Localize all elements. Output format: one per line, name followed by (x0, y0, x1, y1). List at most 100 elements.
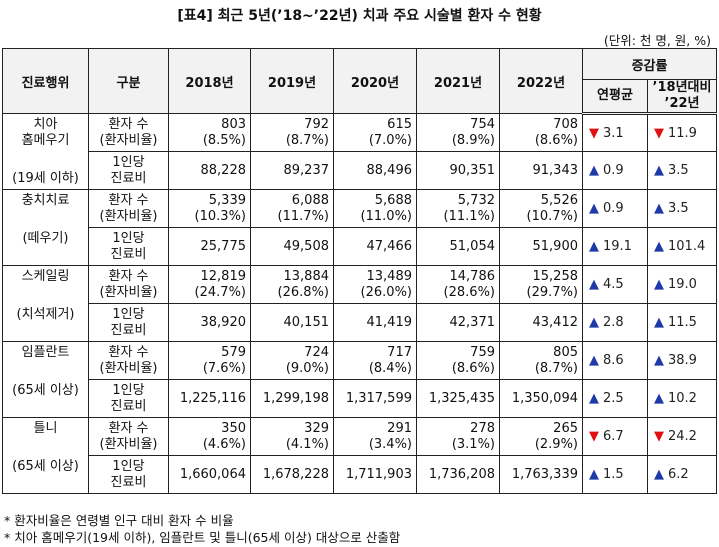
value-cell: 49,508 (250, 227, 334, 266)
value-cell: 41,419 (333, 303, 417, 342)
change-cell: ▲ 6.2 (646, 455, 718, 494)
table-row: 1인당 진료비 88,228 89,237 88,496 90,351 91,343 ▲ 0.9… (3, 151, 718, 190)
group-name: 치아 (33, 117, 58, 132)
value-cell: 1,763,339 (499, 455, 583, 494)
value: (11.7%) (277, 208, 329, 224)
row-label-line: (환자비율) (99, 208, 158, 224)
value: 5,526 (540, 192, 578, 208)
row-label-line: 진료비 (110, 170, 147, 186)
change-arrow: ▲ (654, 277, 664, 292)
value: 1,225,116 (179, 390, 246, 406)
value: (28.6%) (443, 284, 495, 300)
value-cell: 51,900 (499, 227, 583, 266)
column-header: 2021년 (416, 48, 500, 114)
value-cell: 25,775 (168, 227, 251, 266)
value: 15,258 (532, 268, 579, 284)
value: (26.8%) (277, 284, 329, 300)
table-row: 틀니 (65세 이상) 환자 수 (환자비율) 350 (4.6%) 329 (4.1%) 29… (2, 417, 718, 494)
row-label: 1인당 진료비 (88, 227, 169, 266)
row-label: 환자 수 (환자비율) (88, 417, 169, 456)
change-value: 38.9 (668, 353, 697, 368)
change-arrow: ▲ (589, 391, 599, 406)
value-cell: 1,678,228 (250, 455, 334, 494)
column-header: ’18년대비 ’22년 (646, 79, 718, 115)
group-sub: (65세 이상) (12, 383, 79, 398)
row-label-line: 진료비 (110, 322, 147, 338)
value-cell: 1,350,094 (499, 379, 583, 418)
row-label-line: (환자비율) (99, 360, 158, 376)
column-header: 2020년 (333, 48, 417, 114)
change-cell: ▲ 3.5 (646, 151, 718, 190)
row-label-line: 1인당 (112, 306, 145, 322)
table-row: 치아 홈메우기 (19세 이하) 환자 수 (환자비율) 803 (8.5%) 792 (8.7… (2, 113, 718, 190)
change-value: 101.4 (668, 239, 706, 254)
value: 6,088 (291, 192, 329, 208)
table-header: 진료행위 구분 2018년 2019년 2020년 2021년 2022년 증감률 연평균 ’18… (2, 48, 718, 115)
table-row: 스케일링 (치석제거) 환자 수 (환자비율) 12,819 (24.7%) 13,884(… (2, 265, 718, 342)
row-label-line: 환자 수 (108, 420, 149, 436)
value: 91,343 (532, 162, 579, 178)
value: 579 (221, 344, 246, 360)
change-arrow: ▲ (654, 353, 664, 368)
value: 265 (553, 420, 578, 436)
note: * 환자비율은 연령별 인구 대비 환자 수 비율 (4, 513, 234, 528)
column-header: 2018년 (168, 48, 251, 114)
value: 41,419 (366, 314, 413, 330)
value: 708 (553, 116, 578, 132)
change-cell: ▼ 3.1 (582, 113, 648, 152)
value: (10.3%) (194, 208, 246, 224)
value-cell: 15,258 (29.7%) (499, 265, 583, 304)
change-value: 6.7 (603, 429, 624, 444)
group-name: 홈메우기 (21, 133, 70, 148)
value: 13,489 (366, 268, 413, 284)
value: 1,299,198 (262, 390, 329, 406)
column-header: 2022년 (499, 48, 583, 114)
value: 5,732 (457, 192, 495, 208)
change-value: 10.2 (668, 391, 697, 406)
value: (26.0%) (360, 284, 412, 300)
table-row: 임플란트 (65세 이상) 환자 수 (환자비율) 579 (7.6%) 724 (9.0%)… (2, 341, 718, 418)
value: 40,151 (283, 314, 330, 330)
value: 278 (470, 420, 495, 436)
value-cell: 5,732 (11.1%) (416, 189, 500, 228)
value-cell: 14,786 (28.6%) (416, 265, 500, 304)
group-name: 충치치료 (21, 193, 70, 208)
value: 49,508 (283, 238, 330, 254)
group-cell: 스케일링 (치석제거) (2, 265, 89, 342)
column-header: 2019년 (250, 48, 334, 114)
value-cell: 5,339 (10.3%) (168, 189, 251, 228)
value: 88,496 (366, 162, 413, 178)
group-name: 틀니 (33, 421, 58, 436)
value: (8.6%) (451, 360, 495, 376)
value-cell: 724 (9.0%) (250, 341, 334, 380)
change-cell: ▼ 11.9 (646, 113, 718, 152)
value: 25,775 (200, 238, 247, 254)
value: 1,678,228 (262, 466, 329, 482)
change-cell: ▲ 3.5 (646, 189, 718, 228)
note: * 치아 홈메우기(19세 이하), 임플란트 및 틀니(65세 이상) 대상으… (4, 530, 401, 545)
change-arrow: ▼ (654, 125, 664, 141)
unit: (단위: 천 명, 원, %) (603, 33, 711, 48)
change-value: 3.5 (668, 163, 689, 178)
value-cell: 43,412 (499, 303, 583, 342)
value: (8.7%) (534, 360, 578, 376)
value: 1,711,903 (345, 466, 412, 482)
table-body: 치아 홈메우기 (19세 이하) 환자 수 (환자비율) 803 (8.5%) 792 (8.7… (2, 113, 718, 494)
change-cell: ▲ 2.8 (582, 303, 648, 342)
value-cell: 717 (8.4%) (333, 341, 417, 380)
title: [표4] 최근 5년(’18~’22년) 치과 주요 시술별 환자 수 현황 (177, 8, 542, 24)
change-cell: ▲ 38.9 (646, 341, 718, 380)
value-cell: 754 (8.9%) (416, 113, 500, 152)
change-cell: ▲ 4.5 (582, 265, 648, 304)
row-label-line: 환자 수 (108, 116, 149, 132)
change-arrow: ▲ (589, 467, 599, 482)
value-cell: 1,325,435 (416, 379, 500, 418)
change-arrow: ▲ (589, 201, 599, 216)
value: (11.1%) (443, 208, 495, 224)
change-value: 2.8 (603, 315, 624, 330)
group-sub: (떼우기) (22, 231, 69, 246)
value: (4.1%) (285, 436, 329, 452)
value: 88,228 (200, 162, 247, 178)
row-label-line: 1인당 (112, 230, 145, 246)
value: 1,660,064 (179, 466, 246, 482)
